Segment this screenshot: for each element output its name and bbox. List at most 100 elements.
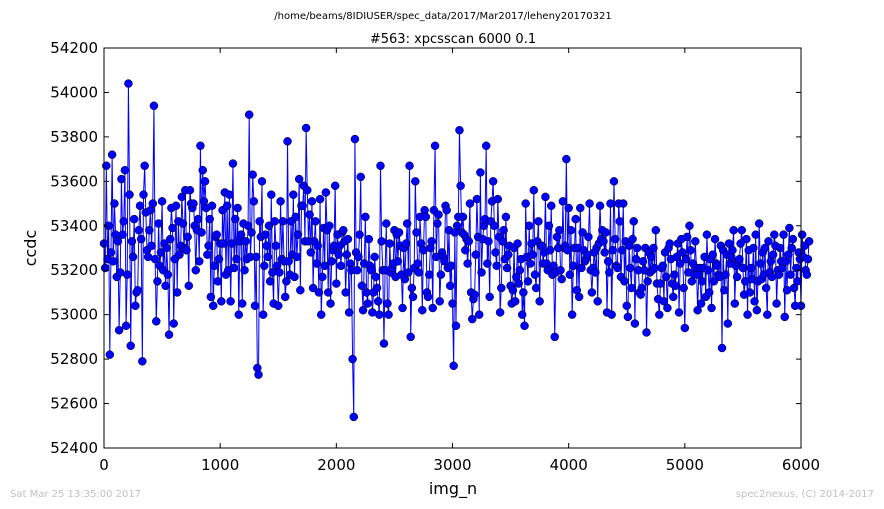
data-point [153,277,162,286]
data-point [226,297,235,306]
series-layer [99,79,814,422]
data-point [751,230,760,239]
data-point [655,310,664,319]
data-point [227,239,237,248]
data-point [413,259,422,268]
data-point [303,185,312,195]
data-point [134,225,144,235]
data-point [455,125,464,135]
data-point [674,308,684,317]
data-point [280,292,290,302]
data-point [121,321,131,331]
y-tick-label: 53400 [50,217,98,235]
data-point [294,174,304,184]
x-tick-label: 0 [99,456,109,474]
data-point [307,197,317,206]
data-point [433,219,442,228]
data-point [133,285,142,295]
data-point [601,228,611,237]
data-point [780,312,789,322]
data-point [624,241,634,251]
data-point [720,285,729,295]
data-point [436,270,446,279]
data-point [234,310,243,319]
data-point [558,197,568,206]
data-point [298,201,307,211]
data-point [483,259,492,268]
data-point [797,230,807,239]
y-tick-label: 53600 [50,172,98,190]
data-point [384,310,393,319]
data-point [197,228,206,237]
data-point [502,263,512,273]
data-point [671,281,680,291]
data-point [622,301,631,311]
data-point [257,177,267,186]
data-point [185,185,195,195]
data-point [263,252,273,262]
data-point [119,217,128,226]
data-point [261,230,270,239]
data-point [349,412,359,422]
data-point [118,230,127,239]
data-point [193,214,203,224]
data-point [284,257,293,266]
data-point [544,221,554,231]
data-point [408,292,418,302]
data-point [472,194,482,204]
data-point [363,299,372,308]
footer-credit: spec2nexus, (C) 2014-2017 [735,489,874,500]
data-point [430,141,440,151]
data-point [140,161,149,171]
data-point [406,332,415,342]
data-point [659,297,669,306]
data-point [802,270,812,279]
data-point [465,199,475,208]
data-point [330,181,340,191]
data-point [162,243,171,253]
data-point [745,288,755,297]
data-point [124,79,133,88]
data-point [728,245,737,255]
y-axis-label: ccdc [21,230,40,267]
data-point [264,221,274,231]
data-point [355,230,364,239]
data-point [693,305,702,315]
data-point [670,270,679,279]
data-point [276,197,285,206]
data-point [629,217,638,226]
data-point [219,239,228,248]
data-point [743,310,752,319]
data-point [514,279,523,288]
data-point [122,270,132,279]
data-point [370,252,379,262]
data-point [332,279,341,288]
data-point [632,243,642,253]
data-point [721,270,730,279]
data-point [756,259,765,268]
data-point [236,230,246,239]
data-point [120,165,130,175]
data-point [564,203,573,213]
data-point [783,250,793,259]
data-point [358,305,368,315]
data-point [222,201,232,211]
data-point [341,288,350,297]
data-point [451,321,461,331]
data-point [680,323,690,333]
data-point [463,259,472,268]
data-point [778,263,787,273]
data-point [178,219,188,228]
data-point [613,263,622,273]
data-point [342,250,352,259]
data-point [668,292,678,302]
data-point [171,201,181,211]
data-point [379,339,389,348]
data-point [585,199,594,208]
data-point [371,272,381,282]
data-point [350,134,360,144]
data-point [555,225,564,235]
data-point [704,288,714,297]
data-point [481,141,491,151]
data-point [678,248,687,257]
